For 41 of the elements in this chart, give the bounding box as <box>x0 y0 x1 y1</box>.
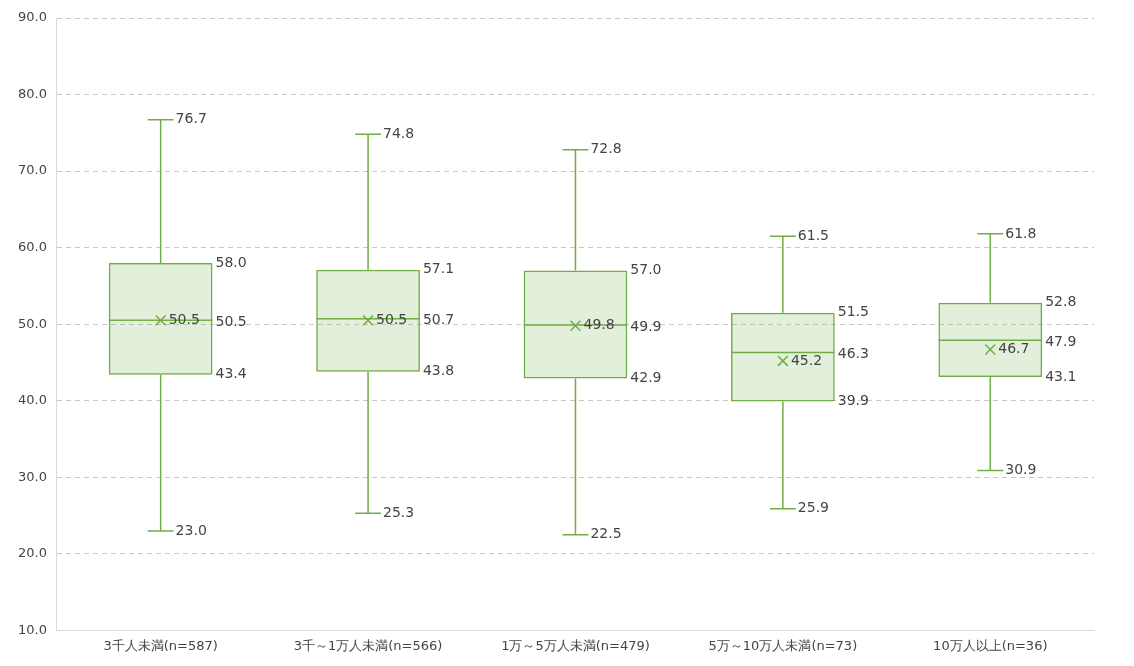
annotation: 76.7 <box>175 110 207 127</box>
annotation: 61.5 <box>797 226 830 243</box>
annotation: 43.8 <box>422 362 455 379</box>
y-tick-label: 60.0 <box>17 239 47 255</box>
y-tick-label: 30.0 <box>17 468 47 484</box>
annotation: 74.8 <box>383 125 415 141</box>
y-tick-label: 90.0 <box>17 9 47 25</box>
annotation: 30.9 <box>1005 461 1037 478</box>
y-tick-label: 10.0 <box>17 621 47 637</box>
annotation: 58.0 <box>215 253 247 270</box>
annotation: 50.5 <box>215 313 247 330</box>
y-tick-label: 80.0 <box>17 85 47 101</box>
x-tick-label: 10万人以上(n=36) <box>933 637 1048 653</box>
annotation: 25.9 <box>797 499 830 516</box>
annotation: 43.1 <box>1045 367 1077 384</box>
x-tick-label: 3千人未満(n=587) <box>103 637 218 653</box>
x-tick-label: 1万～5万人未満(n=479) <box>501 637 650 653</box>
y-tick-label: 70.0 <box>17 162 47 178</box>
annotation: 57.0 <box>630 261 662 278</box>
annotation: 72.8 <box>590 140 622 157</box>
annotation: 39.9 <box>837 392 869 409</box>
annotation: 47.9 <box>1045 332 1077 349</box>
annotation: 49.9 <box>630 317 662 334</box>
annotation: 22.5 <box>590 525 622 542</box>
annotation: 43.4 <box>215 365 247 382</box>
annotation: 50.7 <box>422 311 455 328</box>
annotation: 45.2 <box>790 351 823 368</box>
y-tick-label: 20.0 <box>17 545 47 561</box>
annotation: 57.1 <box>422 260 455 277</box>
annotation: 23.0 <box>175 521 207 538</box>
annotation: 51.5 <box>837 303 869 320</box>
x-tick-label: 5万～10万人未満(n=73) <box>708 637 858 653</box>
annotation: 25.3 <box>383 503 415 520</box>
annotation: 42.9 <box>630 369 662 386</box>
annotation: 46.3 <box>837 345 869 362</box>
y-tick-label: 40.0 <box>17 392 47 408</box>
x-tick-label: 3千～1万人未満(n=566) <box>293 637 443 653</box>
annotation: 61.8 <box>1005 224 1037 241</box>
annotation: 52.8 <box>1045 293 1077 310</box>
annotation: 46.7 <box>998 340 1030 357</box>
y-tick-label: 50.0 <box>17 315 47 331</box>
